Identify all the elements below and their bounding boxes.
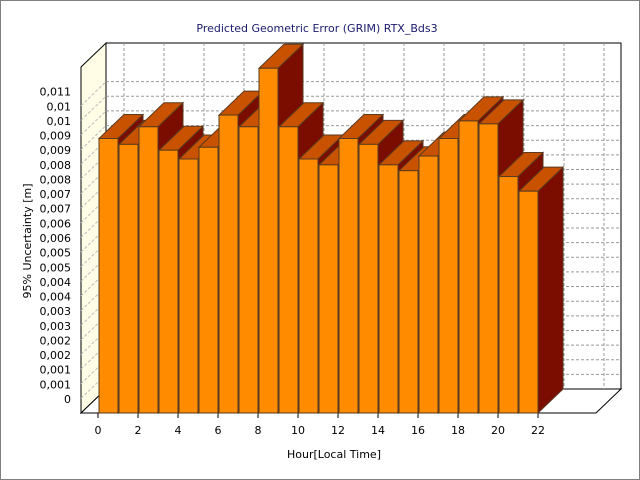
bar-front-face — [458, 120, 479, 414]
y-tick-label: 0,005 — [40, 261, 72, 274]
y-tick-label: 0,005 — [40, 247, 72, 260]
gridline-side — [80, 154, 107, 180]
gridline-side — [80, 344, 107, 370]
x-tick-label: 6 — [215, 424, 222, 437]
bar-front-face — [298, 158, 319, 414]
gridline-side — [80, 81, 107, 107]
chart-title: Predicted Geometric Error (GRIM) RTX_Bds… — [196, 22, 437, 35]
gridline-side — [80, 315, 107, 341]
y-tick-label: 0,007 — [40, 203, 72, 216]
gridline-side — [80, 213, 107, 238]
bar — [517, 166, 565, 415]
y-tick-label: 0,009 — [40, 144, 72, 157]
x-tick-label: 0 — [95, 424, 102, 437]
gridline-side — [80, 169, 107, 194]
y-ticks: 00,0010,0010,0020,0020,0030,0030,0040,00… — [40, 86, 72, 406]
y-axis-label: 95% Uncertainty [m] — [21, 183, 34, 298]
y-tick-label: 0,011 — [40, 86, 72, 99]
bar-front-face — [258, 67, 279, 414]
y-tick-label: 0,008 — [40, 159, 72, 172]
x-tick-label: 22 — [531, 424, 545, 437]
bar-front-face — [238, 126, 259, 414]
y-tick-label: 0,007 — [40, 188, 72, 201]
gridline-side — [80, 286, 107, 311]
y-tick-label: 0,006 — [40, 232, 72, 245]
y-tick-label: 0,009 — [40, 130, 72, 143]
bar-front-face — [198, 146, 219, 414]
gridline-side — [80, 95, 107, 121]
y-tick-label: 0,002 — [40, 349, 72, 362]
bar-front-face — [378, 164, 399, 414]
gridline-side — [80, 374, 107, 399]
gridline-side — [80, 110, 107, 136]
x-tick-label: 10 — [291, 424, 305, 437]
bar-front-face — [318, 164, 339, 414]
bar-front-face — [478, 123, 499, 414]
bar-front-face — [278, 126, 299, 414]
gridline-side — [80, 227, 107, 253]
bar-front-face — [158, 149, 179, 414]
bar-front-face — [338, 137, 359, 414]
gridline-side — [80, 242, 107, 268]
y-tick-label: 0,003 — [40, 305, 72, 318]
y-tick-label: 0,004 — [40, 291, 72, 304]
y-tick-label: 0,004 — [40, 276, 72, 289]
gridline-side — [80, 198, 107, 224]
y-tick-label: 0,01 — [47, 115, 72, 128]
bar-front-face — [438, 137, 459, 414]
y-tick-label: 0 — [64, 393, 71, 406]
bar-front-face — [98, 137, 119, 414]
gridline-side — [80, 300, 107, 326]
y-tick-label: 0,006 — [40, 217, 72, 230]
x-tick-label: 2 — [135, 424, 142, 437]
x-ticks: 0 2 4 6 8 10 12 14 16 18 20 22 — [95, 413, 545, 437]
x-tick-label: 14 — [371, 424, 385, 437]
gridline-side — [80, 330, 107, 355]
bar-front-face — [178, 158, 199, 414]
x-tick-label: 16 — [411, 424, 425, 437]
bar-side-face — [537, 166, 564, 415]
bars — [97, 43, 565, 415]
bar-front-face — [418, 155, 439, 414]
gridline-side — [80, 256, 107, 282]
y-tick-label: 0,01 — [47, 100, 72, 113]
gridline-side — [80, 183, 107, 209]
bar-front-face — [118, 143, 139, 414]
x-tick-label: 12 — [331, 424, 345, 437]
gridline-side — [80, 125, 107, 150]
x-axis-label: Hour[Local Time] — [287, 448, 381, 461]
bar-front-face — [398, 170, 419, 414]
bar-front-face — [518, 190, 539, 414]
y-tick-label: 0,003 — [40, 320, 72, 333]
bar-front-face — [218, 114, 239, 414]
x-tick-label: 4 — [175, 424, 182, 437]
y-tick-label: 0,002 — [40, 334, 72, 347]
gridline-side — [80, 271, 107, 297]
y-tick-label: 0,001 — [40, 364, 72, 377]
gridline-side — [80, 359, 107, 385]
bar-front-face — [138, 126, 159, 414]
bar-front-face — [358, 143, 379, 414]
x-tick-label: 8 — [255, 424, 262, 437]
y-tick-label: 0,001 — [40, 378, 72, 391]
x-tick-label: 20 — [491, 424, 505, 437]
x-tick-label: 18 — [451, 424, 465, 437]
y-tick-label: 0,008 — [40, 173, 72, 186]
bar-front-face — [498, 176, 519, 414]
gridline-side — [80, 139, 107, 165]
